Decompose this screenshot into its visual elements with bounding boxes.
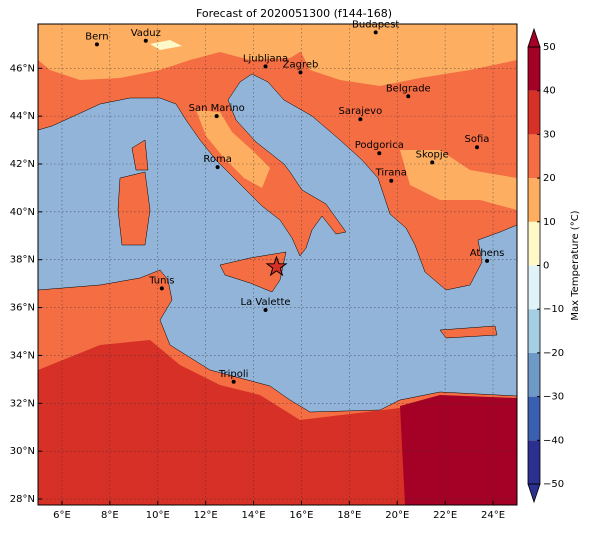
x-tick-label: 18°E (337, 510, 361, 521)
y-tick-label: 32°N (10, 398, 35, 409)
city-dot (485, 258, 490, 263)
city-label: Budapest (352, 19, 399, 30)
x-tick-label: 8°E (101, 510, 119, 521)
city-label: Podgorica (355, 140, 404, 151)
city-dot (215, 165, 220, 170)
city-dot (143, 38, 148, 43)
land-light-balkans (400, 150, 517, 210)
city-label: Tripoli (218, 369, 249, 380)
land-sicily (219, 251, 287, 293)
city-dot (377, 151, 382, 156)
city-label: San Marino (189, 103, 245, 114)
city-label: Skopje (416, 149, 449, 160)
land-crete (439, 325, 498, 339)
colorbar-tick-label: −20 (543, 348, 564, 359)
city-label: Vaduz (131, 28, 161, 39)
chart-title: Forecast of 2020051300 (f144-168) (196, 7, 392, 20)
colorbar-tick-label: 10 (543, 217, 556, 228)
land-europe (38, 24, 517, 291)
colorbar-tick-label: 40 (543, 86, 556, 97)
colorbar-band (528, 440, 540, 484)
colorbar-band (528, 90, 540, 135)
land-light-italy (196, 110, 270, 188)
y-tick-label: 28°N (10, 494, 35, 505)
city-label: Ljubljana (243, 53, 288, 64)
city-dot (159, 286, 164, 291)
map-frame (37, 23, 518, 506)
colorbar-label: Max Temperature (°C) (570, 210, 581, 320)
colorbar-tick-label: −10 (543, 304, 564, 315)
colorbar-band (528, 178, 540, 222)
city-dot (94, 42, 99, 47)
x-tick-label: 16°E (289, 510, 313, 521)
city-dot (263, 64, 268, 69)
city-label: Zagreb (283, 59, 319, 70)
colorbar-tick-label: 30 (543, 129, 556, 140)
land-yellow (150, 40, 182, 50)
city-dot (263, 307, 268, 312)
colorbar-tick-label: 20 (543, 173, 556, 184)
colorbar-tick-label: −40 (543, 435, 564, 446)
city-dot (373, 30, 378, 35)
colorbar-band (528, 309, 540, 353)
colorbar-band (528, 221, 540, 266)
y-tick-label: 34°N (10, 350, 35, 361)
city-dot (298, 70, 303, 75)
colorbar-tick-label: 50 (543, 42, 556, 53)
event-marker (265, 255, 288, 277)
land-corsica (131, 139, 149, 171)
city-label: Tirana (375, 168, 407, 179)
city-label: Bern (85, 31, 108, 42)
colorbar-band (528, 265, 540, 310)
x-tick-label: 22°E (433, 510, 457, 521)
city-dot (358, 117, 363, 122)
city-label: La Valette (241, 297, 291, 308)
colorbar-tick-label: 0 (543, 261, 549, 272)
colorbar-extend-low (527, 483, 541, 504)
city-dot (430, 160, 435, 165)
x-tick-label: 14°E (242, 510, 266, 521)
land-light-north-east (300, 24, 517, 86)
colorbar-band (528, 47, 540, 91)
colorbar-band (528, 352, 540, 397)
y-tick-label: 36°N (10, 303, 35, 314)
y-tick-label: 38°N (10, 255, 35, 266)
city-label: Athens (470, 248, 505, 259)
city-dot (214, 114, 219, 119)
y-tick-label: 30°N (10, 446, 35, 457)
land-sardinia (117, 171, 151, 246)
x-tick-label: 24°E (481, 510, 505, 521)
city-label: Tunis (148, 275, 174, 286)
colorbar-extend-high (527, 27, 541, 48)
land-light-north (38, 24, 320, 80)
colorbar-tick-label: −30 (543, 392, 564, 403)
city-dot (231, 379, 236, 384)
y-tick-label: 44°N (10, 111, 35, 122)
colorbar-band (528, 134, 540, 179)
x-tick-label: 12°E (194, 510, 218, 521)
city-dot (475, 145, 480, 150)
city-label: Sarajevo (339, 106, 383, 117)
city-label: Belgrade (386, 83, 431, 94)
land-africa-hottest (400, 395, 517, 505)
y-tick-label: 46°N (10, 63, 35, 74)
city-label: Roma (203, 154, 232, 165)
city-dot (406, 94, 411, 99)
colorbar-tick-label: −50 (543, 479, 564, 490)
y-tick-label: 42°N (10, 159, 35, 170)
x-tick-label: 6°E (53, 510, 71, 521)
city-dot (389, 178, 394, 183)
x-tick-label: 20°E (385, 510, 409, 521)
x-tick-label: 10°E (146, 510, 170, 521)
colorbar-band (528, 396, 540, 441)
city-label: Sofia (465, 134, 490, 145)
y-tick-label: 40°N (10, 207, 35, 218)
